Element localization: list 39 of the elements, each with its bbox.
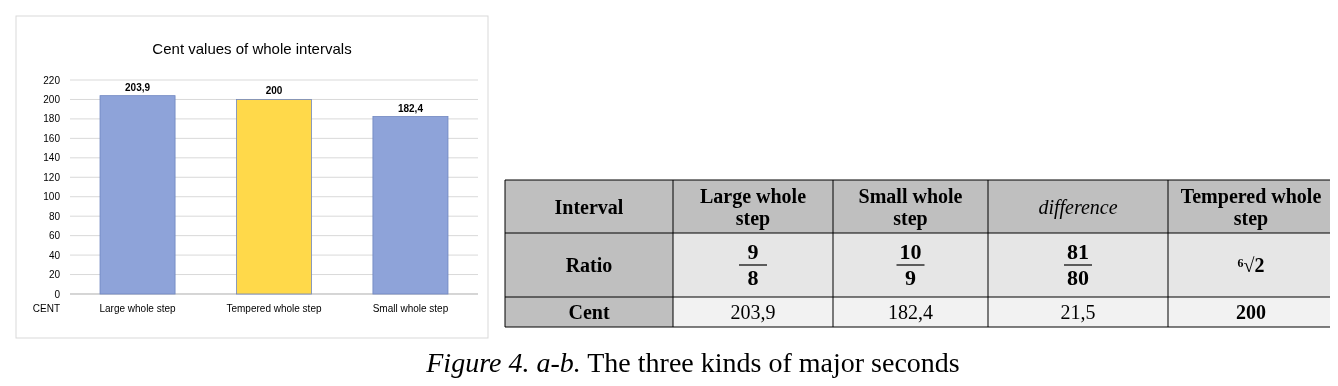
data-label: 182,4: [397, 102, 424, 114]
y-tick-label: 220: [43, 74, 61, 86]
data-label: 200: [265, 85, 283, 97]
y-tick-label: 60: [48, 230, 61, 242]
caption: Figure 4. a-b. The three kinds of major seconds: [425, 347, 960, 378]
y-tick-label: 80: [48, 210, 61, 222]
x-tick-label: Tempered whole step: [226, 303, 322, 314]
y-tick-label: 160: [43, 132, 61, 144]
text: 9 8: [747, 239, 759, 290]
y-tick-label: 200: [43, 93, 61, 105]
category-label: Cent: [568, 301, 610, 323]
data-label: 203,9: [125, 81, 151, 93]
y-tick-label: 140: [43, 152, 61, 164]
text: 200: [1236, 301, 1266, 323]
y-tick-label: 0: [54, 288, 61, 300]
category-label: Small whole step: [858, 184, 963, 230]
text: 203,9: [730, 301, 776, 323]
category-label: difference: [1038, 195, 1118, 219]
category-label: Tempered whole step: [1180, 184, 1322, 230]
y-tick-label: 40: [48, 249, 61, 261]
x-tick-label: Large whole step: [99, 303, 177, 314]
bar: [372, 116, 449, 295]
y-tick-label: 100: [43, 191, 61, 203]
y-tick-label: 20: [48, 269, 61, 281]
y-tick-label: 120: [43, 171, 61, 183]
x-axis-title: CENT: [32, 303, 60, 314]
text: Interval: [554, 195, 624, 218]
chart-title: Cent values of whole intervals: [152, 40, 352, 57]
bar: [236, 99, 312, 295]
category-label: Ratio: [565, 254, 613, 276]
text: 21,5: [1060, 301, 1096, 323]
y-tick-label: 180: [43, 113, 61, 125]
bar: [99, 95, 176, 295]
text: 10 9: [899, 239, 922, 290]
category-label: Large whole step: [699, 184, 807, 230]
x-tick-label: Small whole step: [372, 303, 449, 314]
text: ⁶√2: [1237, 254, 1265, 276]
text: 81 80: [1067, 239, 1089, 290]
text: 182,4: [888, 301, 933, 323]
